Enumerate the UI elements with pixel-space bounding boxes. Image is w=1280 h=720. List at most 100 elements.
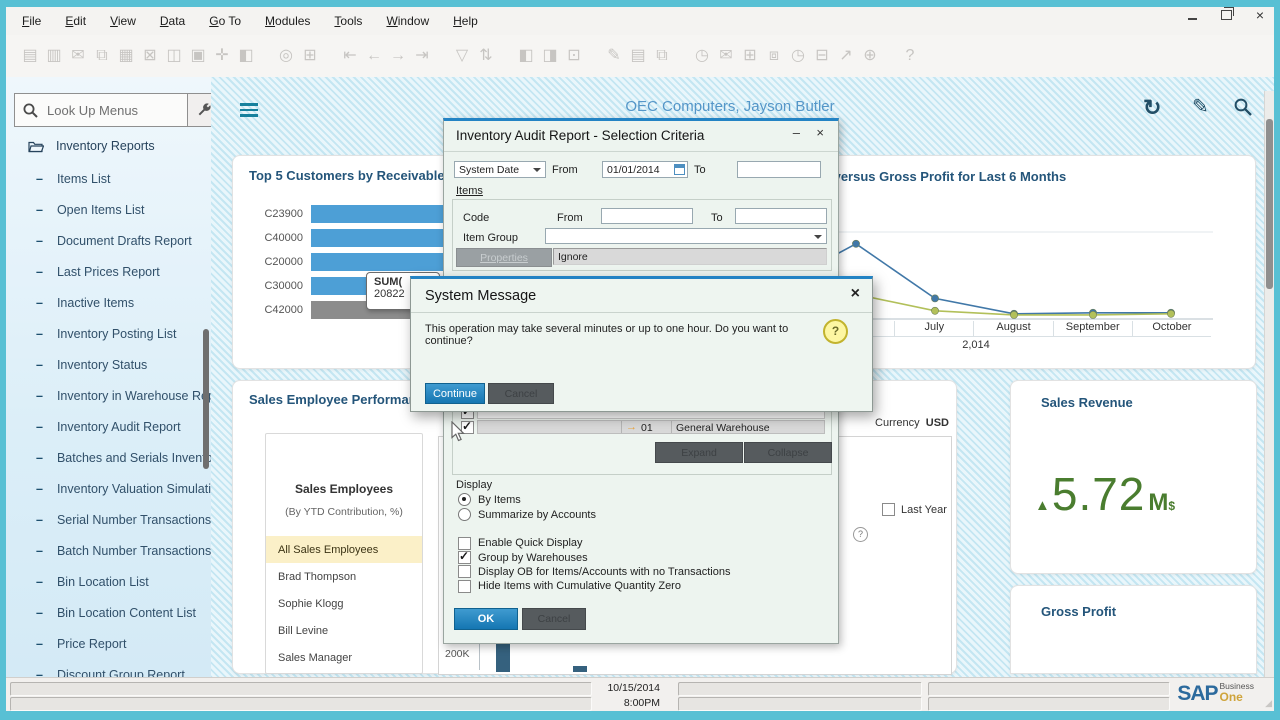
email-icon[interactable]: ✉ xyxy=(71,47,85,64)
table-icon[interactable]: ◧ xyxy=(238,47,254,64)
date-type-select[interactable]: System Date xyxy=(454,161,546,178)
data-point[interactable] xyxy=(1167,309,1175,318)
doc-preview-icon[interactable]: ▤ xyxy=(22,47,38,64)
sidebar-item[interactable]: Serial Number Transactions Report xyxy=(6,504,211,535)
help-icon[interactable]: ? xyxy=(905,47,915,64)
sidebar-item[interactable]: Document Drafts Report xyxy=(6,225,211,256)
properties-button[interactable]: Properties xyxy=(456,248,552,267)
menu-item[interactable]: View xyxy=(110,14,136,28)
org-chart-icon[interactable]: ⧈ xyxy=(768,47,780,64)
chart-help-icon[interactable]: ? xyxy=(853,527,868,542)
sidebar-item[interactable]: Batches and Serials Inventory Audit Repo… xyxy=(6,442,211,473)
link-arrow-icon[interactable]: → xyxy=(626,421,637,433)
content-scrollbar-thumb[interactable] xyxy=(1266,119,1273,289)
export-word-icon[interactable]: ◫ xyxy=(166,47,182,64)
find-icon[interactable]: ◎ xyxy=(279,47,293,64)
sidebar-item[interactable]: Inventory in Warehouse Report xyxy=(6,380,211,411)
code-to-field[interactable] xyxy=(735,208,827,224)
sidebar-item[interactable]: Items List xyxy=(6,163,211,194)
employee-list-item[interactable]: Sophie Klogg xyxy=(278,597,344,610)
export-pdf-icon[interactable]: ▣ xyxy=(190,47,206,64)
nav-last-icon[interactable]: ⇥ xyxy=(415,47,429,64)
refresh-icon[interactable]: ↻ xyxy=(1143,95,1162,120)
cancel-button[interactable]: Cancel xyxy=(522,608,586,630)
checkbox-icon[interactable] xyxy=(458,549,471,565)
bar[interactable] xyxy=(573,666,587,672)
checkbox-icon[interactable] xyxy=(458,579,471,593)
warehouse-row[interactable]: → 01 General Warehouse xyxy=(477,420,825,434)
doc-export-icon[interactable]: ⧉ xyxy=(656,47,668,64)
checkbox-icon[interactable] xyxy=(458,536,471,550)
resize-grip[interactable]: ◢ xyxy=(1265,698,1272,708)
data-point[interactable] xyxy=(931,306,939,315)
content-scrollbar[interactable] xyxy=(1264,91,1274,678)
data-point[interactable] xyxy=(1089,310,1097,319)
doc-add-icon[interactable]: ⊞ xyxy=(303,47,317,64)
checkbox-icon[interactable] xyxy=(458,565,471,579)
date-from-field[interactable]: 01/01/2014 xyxy=(602,161,688,178)
menu-item[interactable]: Window xyxy=(386,14,430,28)
continue-button[interactable]: Continue xyxy=(425,383,485,404)
sidebar-item[interactable]: Discount Group Report xyxy=(6,659,211,679)
item-group-select[interactable] xyxy=(545,228,827,244)
sidebar-item[interactable]: Batch Number Transactions Report xyxy=(6,535,211,566)
properties-value-field[interactable]: Ignore xyxy=(553,248,827,265)
edit-pencil-icon[interactable]: ✎ xyxy=(1192,96,1209,118)
doc-clock-icon[interactable]: ◷ xyxy=(791,47,805,64)
last-year-checkbox[interactable] xyxy=(882,503,895,516)
sidebar-item[interactable]: Open Items List xyxy=(6,194,211,225)
code-from-field[interactable] xyxy=(601,208,693,224)
radio-option[interactable]: Summarize by Accounts xyxy=(458,507,596,522)
export-excel-icon[interactable]: ⊠ xyxy=(143,47,157,64)
menu-item[interactable]: Modules xyxy=(265,14,311,28)
collapse-button[interactable]: Collapse xyxy=(744,442,832,463)
radio-icon[interactable] xyxy=(458,493,471,506)
checkbox-option[interactable]: Group by Warehouses xyxy=(458,549,731,565)
nav-prev-icon[interactable]: ← xyxy=(366,47,382,64)
sidebar-item[interactable]: Price Report xyxy=(6,628,211,659)
settings-button[interactable] xyxy=(187,93,211,127)
employee-list-item[interactable]: Sales Manager xyxy=(278,651,352,664)
sort-icon[interactable]: ⇅ xyxy=(479,47,493,64)
items-section-label[interactable]: Items xyxy=(456,185,483,197)
nav-next-icon[interactable]: → xyxy=(390,47,406,64)
menu-item[interactable]: Data xyxy=(159,14,186,28)
sidebar-item[interactable]: Inventory Audit Report xyxy=(6,411,211,442)
employee-list-item[interactable]: Bill Levine xyxy=(278,624,329,637)
checkbox-option[interactable]: Display OB for Items/Accounts with no Tr… xyxy=(458,565,731,579)
mail-alert-icon[interactable]: ✉ xyxy=(719,47,733,64)
package-icon[interactable]: ⊟ xyxy=(815,47,829,64)
menu-item[interactable]: Tools xyxy=(334,14,363,28)
search-input[interactable]: Look Up Menus xyxy=(14,93,188,127)
calendar-icon[interactable] xyxy=(674,164,685,175)
hamburger-menu-icon[interactable] xyxy=(240,103,258,120)
sidebar-item[interactable]: Inventory Status xyxy=(6,349,211,380)
data-point[interactable] xyxy=(931,294,939,303)
sidebar-item[interactable]: Last Prices Report xyxy=(6,256,211,287)
dialog-minimize-button[interactable]: – xyxy=(792,125,800,140)
sidebar-item[interactable]: Bin Location Content List xyxy=(6,597,211,628)
expand-button[interactable]: Expand xyxy=(655,442,743,463)
window-close-button[interactable]: × xyxy=(1255,7,1264,23)
search-icon[interactable] xyxy=(1233,97,1253,117)
nav-first-icon[interactable]: ⇤ xyxy=(343,47,357,64)
move-icon[interactable]: ✛ xyxy=(215,47,229,64)
sidebar-item[interactable]: Inventory Posting List xyxy=(6,318,211,349)
split-left-icon[interactable]: ◧ xyxy=(518,47,534,64)
radio-icon[interactable] xyxy=(458,508,471,521)
share-icon[interactable]: ↗ xyxy=(839,47,853,64)
calculator-icon[interactable]: ⊞ xyxy=(743,47,757,64)
ok-button[interactable]: OK xyxy=(454,608,518,630)
employee-list-item[interactable]: Brad Thompson xyxy=(278,570,357,583)
radio-option[interactable]: By Items xyxy=(458,492,596,507)
sidebar-item[interactable]: Inactive Items xyxy=(6,287,211,318)
edit-icon[interactable]: ✎ xyxy=(607,47,621,64)
checkbox-option[interactable]: Enable Quick Display xyxy=(458,536,731,550)
menu-item[interactable]: Help xyxy=(453,14,478,28)
sidebar-scrollbar-thumb[interactable] xyxy=(203,329,209,469)
dialog-close-button[interactable]: × xyxy=(816,125,824,140)
notebook-icon[interactable]: ▦ xyxy=(118,47,134,64)
sidebar-item-inventory-reports[interactable]: Inventory Reports xyxy=(28,139,155,153)
data-point[interactable] xyxy=(1010,310,1018,319)
filter-icon[interactable]: ▽ xyxy=(455,47,469,64)
